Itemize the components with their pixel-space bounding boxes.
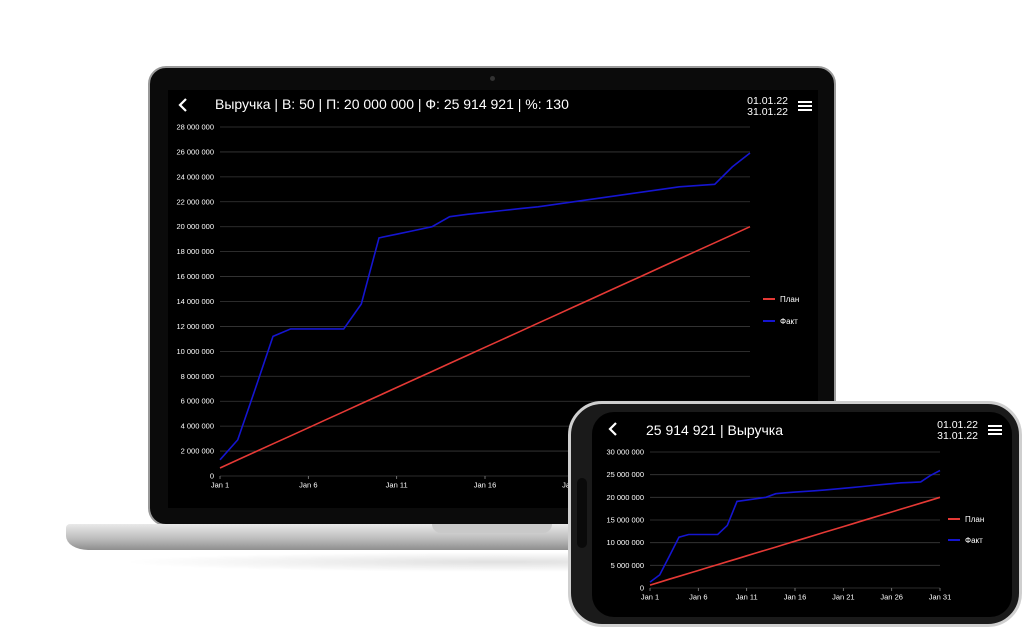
y-tick-label: 6 000 000 xyxy=(181,397,214,406)
chevron-left-icon[interactable] xyxy=(176,98,190,112)
legend-label: План xyxy=(965,515,984,524)
x-tick-label: Jan 31 xyxy=(929,593,952,602)
y-tick-label: 20 000 000 xyxy=(176,222,214,231)
y-tick-label: 15 000 000 xyxy=(606,516,644,525)
chevron-left-icon[interactable] xyxy=(606,422,620,436)
y-tick-label: 28 000 000 xyxy=(176,123,214,132)
y-tick-label: 18 000 000 xyxy=(176,247,214,256)
y-tick-label: 0 xyxy=(210,472,214,481)
x-tick-label: Jan 21 xyxy=(832,593,855,602)
x-tick-label: Jan 26 xyxy=(880,593,903,602)
phone-notch xyxy=(577,478,587,548)
y-tick-label: 30 000 000 xyxy=(606,448,644,457)
plan-series-line xyxy=(219,225,751,469)
hamburger-menu-icon[interactable] xyxy=(988,425,1002,437)
x-tick-label: Jan 11 xyxy=(736,593,758,602)
legend-label: Факт xyxy=(780,317,798,326)
hamburger-menu-icon[interactable] xyxy=(798,101,812,113)
y-tick-label: 25 000 000 xyxy=(606,470,644,479)
fact-series-line xyxy=(219,152,751,461)
page-title: Выручка | В: 50 | П: 20 000 000 | Ф: 25 … xyxy=(215,96,569,112)
laptop-base-notch xyxy=(432,524,552,533)
y-tick-label: 22 000 000 xyxy=(176,197,214,206)
x-tick-label: Jan 1 xyxy=(641,593,659,602)
y-tick-label: 2 000 000 xyxy=(181,447,214,456)
x-tick-label: Jan 1 xyxy=(211,481,229,490)
x-tick-label: Jan 16 xyxy=(784,593,807,602)
legend-label: План xyxy=(780,295,799,304)
plan-series-line xyxy=(649,496,941,586)
phone-screen: 25 914 921 | Выручка 01.01.22 31.01.22 0… xyxy=(592,412,1012,617)
y-tick-label: 24 000 000 xyxy=(176,172,214,181)
y-tick-label: 8 000 000 xyxy=(181,372,214,381)
fact-series-line xyxy=(649,469,941,583)
y-tick-label: 14 000 000 xyxy=(176,297,214,306)
y-tick-label: 12 000 000 xyxy=(176,322,214,331)
y-tick-label: 16 000 000 xyxy=(176,272,214,281)
date-to: 31.01.22 xyxy=(747,106,788,118)
date-from: 01.01.22 xyxy=(937,419,978,431)
page-title: 25 914 921 | Выручка xyxy=(646,422,784,438)
phone-chart: 0 5 000 000 10 000 000 15 000 000 20 000 000… xyxy=(606,448,984,602)
date-range[interactable]: 01.01.22 31.01.22 xyxy=(738,96,788,118)
x-tick-label: Jan 16 xyxy=(474,481,497,490)
y-tick-label: 10 000 000 xyxy=(606,538,644,547)
x-tick-label: Jan 6 xyxy=(299,481,317,490)
y-tick-label: 10 000 000 xyxy=(176,347,214,356)
y-tick-label: 20 000 000 xyxy=(606,493,644,502)
date-to: 31.01.22 xyxy=(937,430,978,442)
date-range[interactable]: 01.01.22 31.01.22 xyxy=(928,420,978,442)
x-tick-label: Jan 6 xyxy=(689,593,707,602)
y-tick-label: 0 xyxy=(640,584,644,593)
y-tick-label: 26 000 000 xyxy=(176,147,214,156)
y-tick-label: 4 000 000 xyxy=(181,422,214,431)
camera-icon xyxy=(490,76,495,81)
legend-label: Факт xyxy=(965,536,983,545)
date-from: 01.01.22 xyxy=(747,95,788,107)
x-tick-label: Jan 11 xyxy=(386,481,408,490)
y-tick-label: 5 000 000 xyxy=(611,561,644,570)
